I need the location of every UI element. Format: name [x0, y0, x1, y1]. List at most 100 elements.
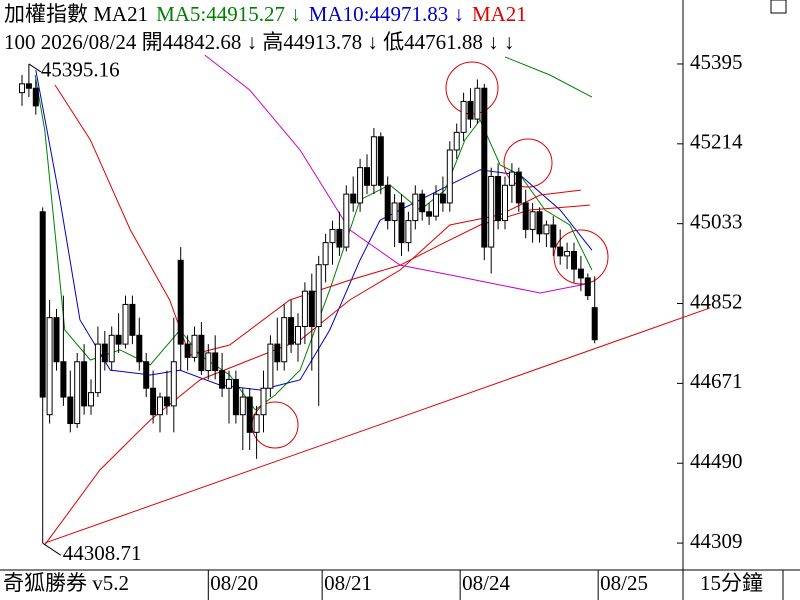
y-tick-label: 44309 [690, 529, 743, 553]
candle-body [101, 343, 108, 363]
candle-body [212, 352, 219, 372]
candle-body [571, 250, 577, 270]
candle-body [433, 193, 439, 217]
x-tick-label: 08/20 [210, 571, 258, 595]
candle-body [198, 334, 205, 372]
candle-body [260, 387, 267, 416]
candle-body [157, 396, 163, 416]
candle-body [460, 100, 467, 133]
candle-body [39, 211, 46, 398]
candle-body [398, 202, 405, 244]
candle-body [391, 202, 398, 222]
candle-body [329, 228, 336, 244]
x-tick-label: 08/25 [600, 571, 648, 595]
candle-body [136, 334, 143, 363]
period: 15分鐘 [700, 571, 763, 595]
candle-body [81, 361, 88, 407]
candle-body [377, 136, 384, 186]
candle-body [453, 131, 460, 151]
x-tick-label: 08/21 [324, 571, 372, 595]
candle-body [25, 83, 32, 89]
footer: 奇狐勝券 v5.2 [3, 571, 129, 595]
info-line: 100 2026/08/24 開44842.68 ↓ 高44913.78 ↓ 低… [4, 30, 514, 54]
candle-body [384, 184, 391, 222]
candle-body [122, 303, 129, 345]
candle-body [343, 193, 350, 248]
candle-body [419, 193, 426, 213]
candle-body [564, 250, 571, 257]
candle-body [19, 83, 25, 94]
candle-body [474, 87, 481, 120]
candle-body [529, 211, 536, 230]
high-annotation: 45395.16 [41, 58, 120, 82]
ma-line [504, 56, 593, 98]
candle-body [315, 264, 322, 327]
candle-body [502, 184, 508, 222]
candle-body [412, 193, 419, 222]
candle-body [495, 175, 502, 222]
y-tick-label: 44490 [690, 449, 743, 473]
ma-line [34, 74, 593, 411]
candle-body [426, 211, 433, 217]
candle-body [74, 361, 81, 425]
candle-body [239, 396, 246, 416]
window-button[interactable] [770, 0, 787, 14]
candle-body [350, 193, 357, 204]
candle-body [115, 334, 122, 345]
candle-body [170, 361, 177, 407]
candle-body [481, 87, 488, 248]
candle-body [191, 334, 198, 358]
candle-body [522, 202, 529, 230]
candle-body [584, 277, 591, 297]
candle-body [439, 193, 446, 204]
candle-body [557, 246, 564, 257]
candle-body [274, 343, 281, 363]
y-tick-label: 45214 [690, 130, 743, 154]
candle-body [515, 171, 522, 204]
candle-body [32, 87, 39, 107]
candle-body [370, 136, 377, 186]
candle-body [446, 149, 453, 204]
candle-body [288, 317, 295, 345]
candle-body [336, 228, 343, 248]
candle-body [60, 361, 67, 398]
candle-body [405, 220, 412, 244]
candle-body [226, 378, 232, 389]
candle-body [508, 171, 515, 186]
candle-body [577, 268, 584, 279]
candle-body [253, 414, 260, 433]
y-tick-label: 45395 [690, 50, 743, 74]
candle-body [467, 100, 474, 120]
annotation-leader [42, 542, 61, 556]
candle-body [177, 259, 184, 345]
legend-entry: MA21 [472, 2, 527, 26]
candle-body [543, 224, 550, 235]
candle-body [364, 167, 370, 186]
y-tick-label: 45033 [690, 209, 743, 233]
low-annotation: 44308.71 [63, 541, 142, 565]
candle-body [150, 387, 157, 416]
candle-body [550, 224, 557, 248]
legend-entry: MA10:44971.83 ↓ [309, 2, 464, 26]
candle-body [267, 343, 274, 389]
candle-body [308, 290, 315, 327]
candle-body [205, 352, 212, 372]
y-tick-label: 44671 [690, 369, 743, 393]
annotation-leader [28, 63, 42, 73]
candle-body [488, 175, 495, 248]
candle-body [295, 325, 301, 345]
candle-body [163, 396, 170, 407]
legend-entry: MA5:44915.27 ↓ [156, 2, 301, 26]
chart-title: 加權指數 MA21 [4, 2, 148, 26]
candle-body [322, 242, 329, 266]
candle-body [67, 396, 74, 425]
candle-body [88, 392, 94, 407]
candle-body [184, 343, 191, 358]
candle-body [46, 317, 53, 416]
ma-line [54, 84, 590, 356]
x-tick-label: 08/24 [462, 571, 510, 595]
candle-body [143, 361, 150, 389]
candle-body [108, 334, 115, 363]
